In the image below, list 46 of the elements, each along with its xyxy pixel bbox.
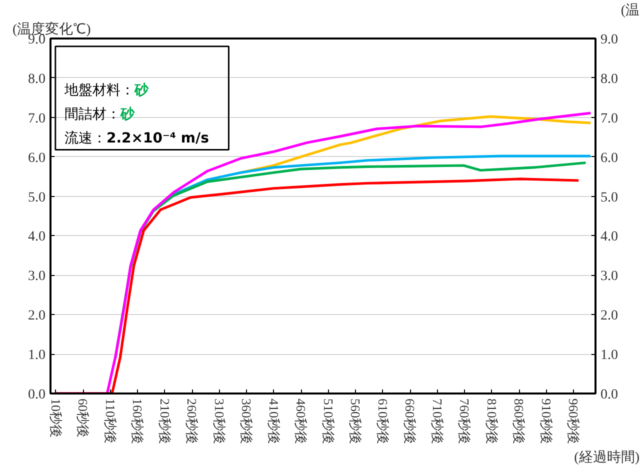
y2-tick-label: 6.0	[600, 150, 618, 166]
y2-tick-label: 2.0	[600, 308, 618, 324]
x-tick-label: 110秒後	[102, 398, 118, 444]
x-tick-label: 560秒後	[348, 398, 364, 444]
annotation: 地盤材料：砂	[64, 82, 150, 98]
x-tick-label: 710秒後	[430, 398, 445, 444]
x-tick-label: 810秒後	[484, 398, 500, 444]
annotation: 流速：2.2×10⁻⁴ m/s	[64, 130, 209, 146]
y2-tick-label: 7.0	[600, 111, 618, 126]
x-tick-label: 60秒後	[76, 398, 91, 438]
y-tick-label: 2.0	[28, 308, 46, 324]
line-series	[54, 178, 580, 394]
y2-tick-label: 4.0	[600, 230, 618, 245]
y2-tick-label: 3.0	[600, 269, 618, 284]
y2-tick-label: 9.0	[600, 32, 618, 48]
annotation: 間詰材：砂	[64, 106, 136, 122]
y-tick-label: 4.0	[28, 230, 46, 245]
x-tick-label: 260秒後	[184, 398, 200, 444]
x-tick-label: 660秒後	[402, 398, 418, 444]
x-tick-label: 210秒後	[157, 398, 172, 444]
y2-tick-label: 0.0	[600, 388, 618, 402]
y-tick-label: 8.0	[28, 72, 46, 87]
y-tick-label: 9.0	[28, 32, 46, 48]
x-tick-label: 860秒後	[512, 398, 527, 444]
x-tick-label: 760秒後	[457, 398, 472, 444]
x-axis-title: (経過時間)	[574, 450, 640, 466]
y-tick-label: 3.0	[28, 269, 46, 284]
y-tick-label: 7.0	[28, 111, 46, 126]
x-tick-label: 910秒後	[538, 398, 554, 444]
y-tick-label: 5.0	[28, 190, 46, 206]
y2-axis-title: (温	[620, 2, 640, 18]
y2-tick-label: 1.0	[600, 348, 618, 364]
x-tick-label: 310秒後	[212, 398, 227, 444]
x-tick-label: 360秒後	[239, 398, 254, 444]
x-tick-label: 10秒後	[48, 398, 64, 438]
x-tick-label: 410秒後	[266, 398, 282, 444]
y2-tick-label: 8.0	[600, 72, 618, 87]
x-tick-label: 160秒後	[130, 398, 146, 444]
y-tick-label: 6.0	[28, 150, 46, 166]
x-tick-label: 510秒後	[320, 398, 336, 444]
y2-tick-label: 5.0	[600, 190, 618, 206]
y-tick-label: 1.0	[28, 348, 46, 364]
x-tick-label: 610秒後	[375, 398, 390, 444]
x-tick-label: 460秒後	[294, 398, 309, 444]
y-tick-label: 0.0	[28, 388, 46, 402]
x-tick-label: 960秒後	[566, 398, 582, 444]
